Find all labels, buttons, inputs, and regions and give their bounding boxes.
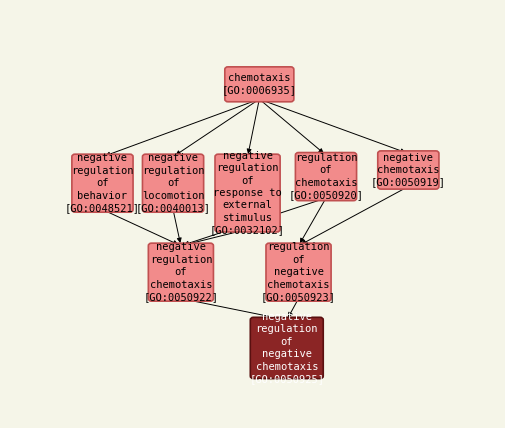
Text: negative
regulation
of
locomotion
[GO:0040013]: negative regulation of locomotion [GO:00… [135,153,210,213]
Text: negative
regulation
of
behavior
[GO:0048521]: negative regulation of behavior [GO:0048… [65,153,140,213]
Text: chemotaxis
[GO:0006935]: chemotaxis [GO:0006935] [221,73,296,95]
FancyBboxPatch shape [142,154,203,212]
FancyBboxPatch shape [377,151,438,189]
Text: regulation
of
negative
chemotaxis
[GO:0050923]: regulation of negative chemotaxis [GO:00… [261,242,335,302]
FancyBboxPatch shape [295,152,356,201]
FancyBboxPatch shape [72,154,133,212]
Text: negative
regulation
of
negative
chemotaxis
[GO:0050925]: negative regulation of negative chemotax… [249,312,324,384]
FancyBboxPatch shape [215,154,280,232]
FancyBboxPatch shape [224,67,293,102]
FancyBboxPatch shape [266,243,330,301]
Text: negative
regulation
of
chemotaxis
[GO:0050922]: negative regulation of chemotaxis [GO:00… [143,242,218,302]
Text: negative
regulation
of
response to
external
stimulus
[GO:0032102]: negative regulation of response to exter… [210,151,284,235]
Text: negative
chemotaxis
[GO:0050919]: negative chemotaxis [GO:0050919] [370,153,445,187]
Text: regulation
of
chemotaxis
[GO:0050920]: regulation of chemotaxis [GO:0050920] [288,153,363,200]
FancyBboxPatch shape [250,317,323,379]
FancyBboxPatch shape [148,243,213,301]
